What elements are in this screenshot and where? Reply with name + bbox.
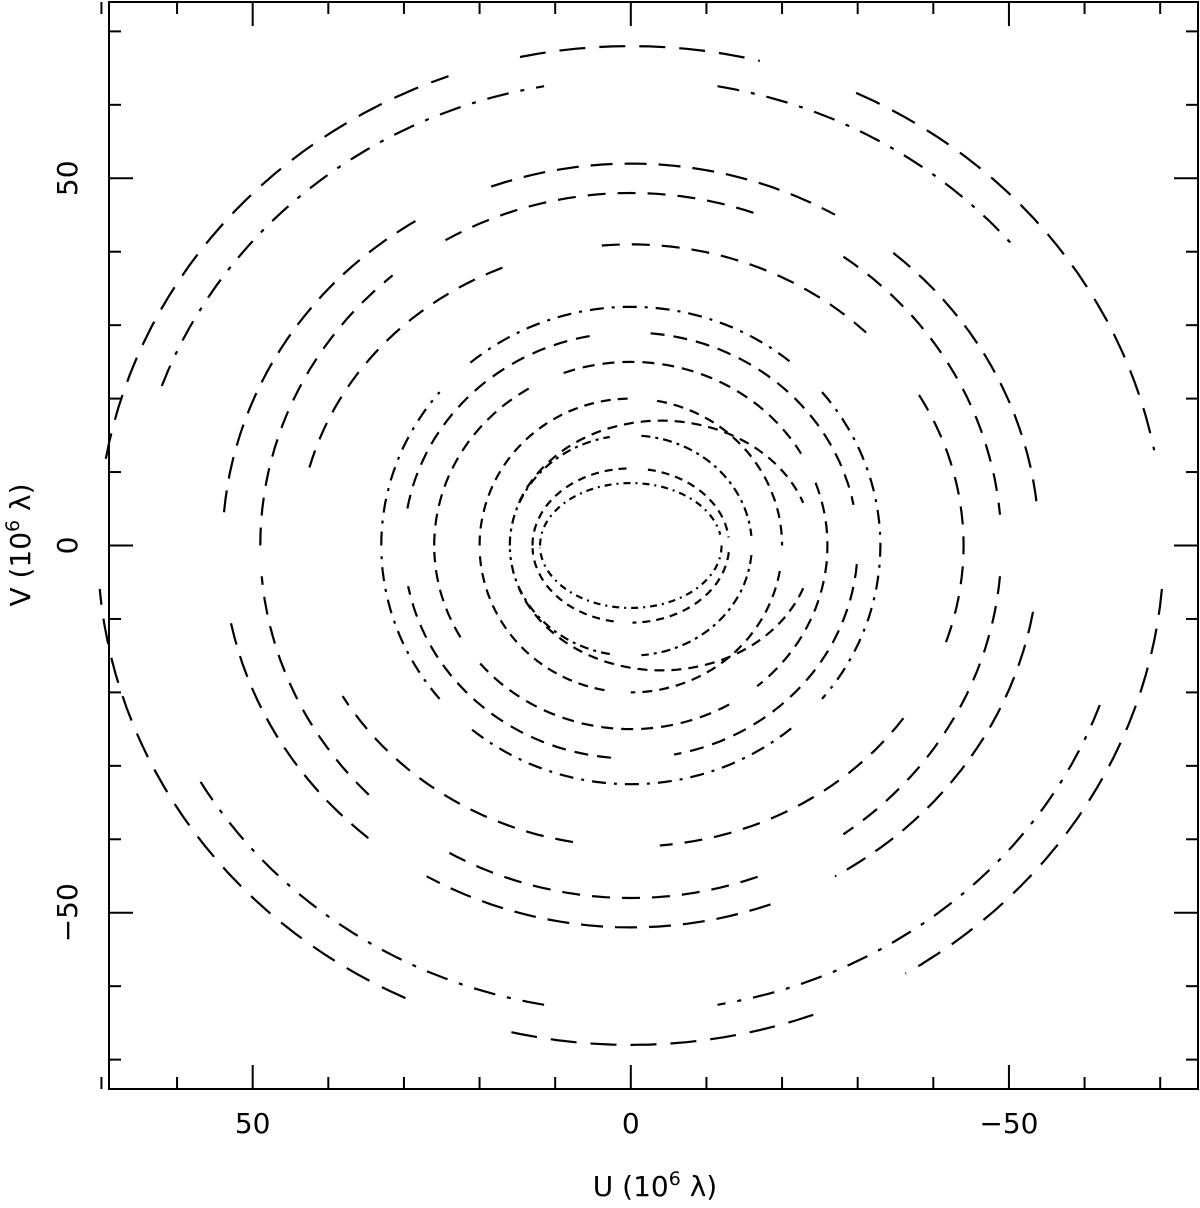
uv-track-arc [508,549,610,656]
uv-track-arc [222,217,422,513]
uv-track-arc [892,252,1039,506]
uv-track-arc [308,263,512,468]
uv-track-arc [478,397,631,546]
uv-track-arc [717,704,1101,1006]
uv-track-arc [659,717,905,847]
uv-track-arc [104,75,449,460]
uv-track-arc [538,482,722,546]
uv-track-arc [433,385,534,546]
y-axis-title: V (106 λ) [2,483,37,606]
uv-track-arc [406,334,592,509]
uv-track-arc [478,550,605,692]
uv-track-arc [531,467,631,546]
uv-track-arc [490,162,836,216]
uv-track-arc [834,611,1035,878]
uv-track-arc [341,695,574,844]
y-tick-label: 0 [51,537,84,555]
uv-track-arc [517,587,805,672]
uv-track-arc [433,551,462,638]
x-tick-label: 0 [622,1107,640,1140]
uv-track-arc [517,419,805,504]
uv-track-arc [821,391,882,700]
uv-track-arc [563,360,803,455]
x-tick-label: −50 [979,1107,1038,1140]
x-tick-label: 50 [235,1107,271,1140]
uv-track-arc [508,435,610,546]
uv-track-arc [380,553,441,700]
uv-tracks [98,44,1163,1047]
uv-track-arc [380,391,441,546]
uv-track-arc [197,778,545,1006]
uv-track-arc [501,1013,814,1047]
uv-track-arc [539,545,723,610]
uv-track-arc [842,576,1002,836]
uv-track-arc [227,611,369,839]
uv-track-arc [519,44,761,62]
uv-track-arc [918,394,965,649]
axis-tick-labels: 50 0 −50 50 0 −50 [51,160,1038,1140]
axis-ticks [100,2,1198,1089]
uv-track-arc [531,548,614,623]
y-tick-label: −50 [51,883,84,942]
uv-track-arc [756,482,829,688]
uv-track-arc [98,588,406,1000]
uv-track-arc [641,434,753,537]
uv-track-arc [444,849,758,900]
y-tick-label: 50 [51,160,84,196]
uv-track-arc [632,552,730,624]
uv-track-arc [647,468,730,538]
x-axis-title: U (106 λ) [593,1168,717,1203]
uv-track-arc [842,255,1002,515]
uv-track-arc [444,191,758,242]
uv-track-arc [656,399,784,546]
uv-track-arc [407,585,612,759]
uv-track-arc [479,662,730,731]
uv-track-arc [259,274,394,546]
uv-track-arc [160,85,545,387]
uv-track-arc [469,727,792,786]
uv-track-arc [650,332,855,506]
uv-track-arc [426,875,771,929]
uv-track-arc [260,576,370,796]
uv-track-arc [601,243,867,334]
uv-track-arc [855,91,1156,451]
uv-track-arc [641,554,753,657]
uv-track-arc [469,305,792,364]
uv-track-arc [717,85,1015,247]
uv-track-arc [673,563,858,756]
uv-track-arc [904,588,1163,975]
